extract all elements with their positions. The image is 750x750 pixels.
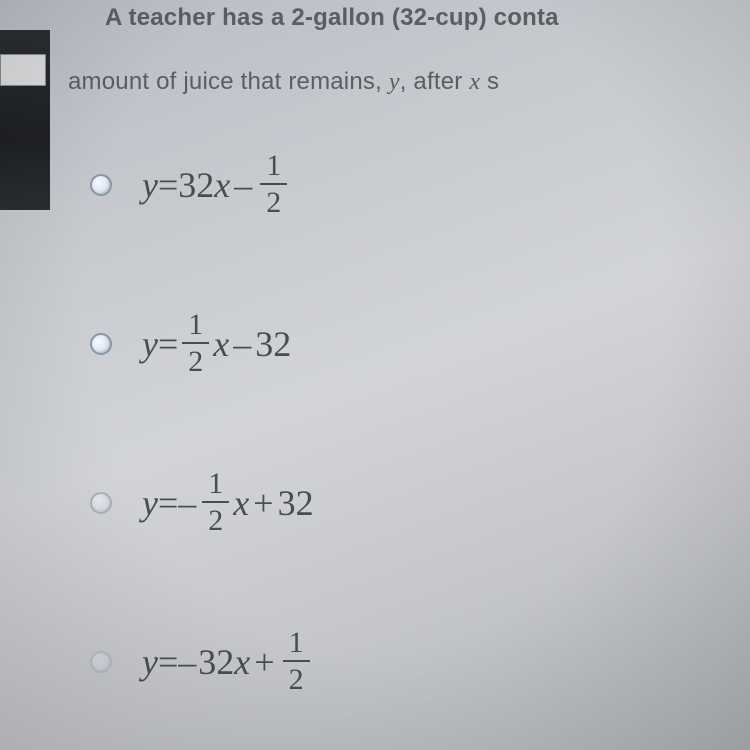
eq-d-frac: 1 2 [283, 628, 310, 695]
eq-a-y: y [142, 164, 158, 206]
eq-d-x: x [234, 641, 250, 683]
eq-d-op: + [254, 641, 274, 683]
eq-c-const: 32 [278, 482, 314, 524]
eq-a-num: 1 [260, 151, 287, 183]
eq-c-neg: – [178, 482, 196, 524]
q2-pre: amount of juice that remains, [68, 68, 389, 95]
eq-b-num: 1 [182, 310, 209, 342]
eq-a-den: 2 [260, 183, 287, 218]
eq-d-y: y [142, 641, 158, 683]
eq-a-eq: = [158, 164, 178, 206]
eq-d-coef: 32 [198, 641, 234, 683]
radio-a[interactable] [90, 174, 112, 196]
q2-post: s [480, 68, 499, 95]
eq-b-op: – [233, 323, 251, 365]
eq-a-coef: 32 [178, 164, 214, 206]
radio-c[interactable] [90, 492, 112, 514]
left-small-box [0, 54, 46, 86]
question-line-1: A teacher has a 2-gallon (32-cup) conta [105, 4, 750, 32]
eq-c-op: + [253, 482, 273, 524]
equation-b: y = 1 2 x – 32 [142, 310, 291, 377]
content-area: A teacher has a 2-gallon (32-cup) conta … [60, 0, 750, 695]
equation-c: y = – 1 2 x + 32 [142, 469, 314, 536]
eq-a-op: – [234, 164, 252, 206]
eq-b-den: 2 [182, 342, 209, 377]
eq-d-neg: – [178, 641, 196, 683]
eq-a-x: x [214, 164, 230, 206]
eq-b-y: y [142, 323, 158, 365]
q2-mid: , after [400, 68, 470, 95]
question-line-2: amount of juice that remains, y, after x… [68, 68, 750, 96]
options-list: y = 32 x – 1 2 y = 1 [90, 151, 750, 695]
eq-d-eq: = [158, 641, 178, 683]
eq-b-x: x [213, 323, 229, 365]
eq-d-den: 2 [283, 660, 310, 695]
eq-c-eq: = [158, 482, 178, 524]
eq-c-den: 2 [202, 501, 229, 536]
eq-c-x: x [233, 482, 249, 524]
eq-c-y: y [142, 482, 158, 524]
eq-d-num: 1 [283, 628, 310, 660]
eq-b-const: 32 [255, 323, 291, 365]
eq-c-num: 1 [202, 469, 229, 501]
option-c[interactable]: y = – 1 2 x + 32 [90, 469, 750, 536]
equation-d: y = – 32 x + 1 2 [142, 628, 314, 695]
q2-y: y [389, 69, 400, 95]
eq-a-frac: 1 2 [260, 151, 287, 218]
eq-b-frac: 1 2 [182, 310, 209, 377]
option-d[interactable]: y = – 32 x + 1 2 [90, 628, 750, 695]
option-a[interactable]: y = 32 x – 1 2 [90, 151, 750, 218]
eq-c-frac: 1 2 [202, 469, 229, 536]
option-b[interactable]: y = 1 2 x – 32 [90, 310, 750, 377]
eq-b-eq: = [158, 323, 178, 365]
q2-x: x [469, 69, 480, 95]
equation-a: y = 32 x – 1 2 [142, 151, 291, 218]
radio-d[interactable] [90, 651, 112, 673]
radio-b[interactable] [90, 333, 112, 355]
quiz-screen: A teacher has a 2-gallon (32-cup) conta … [0, 0, 750, 750]
